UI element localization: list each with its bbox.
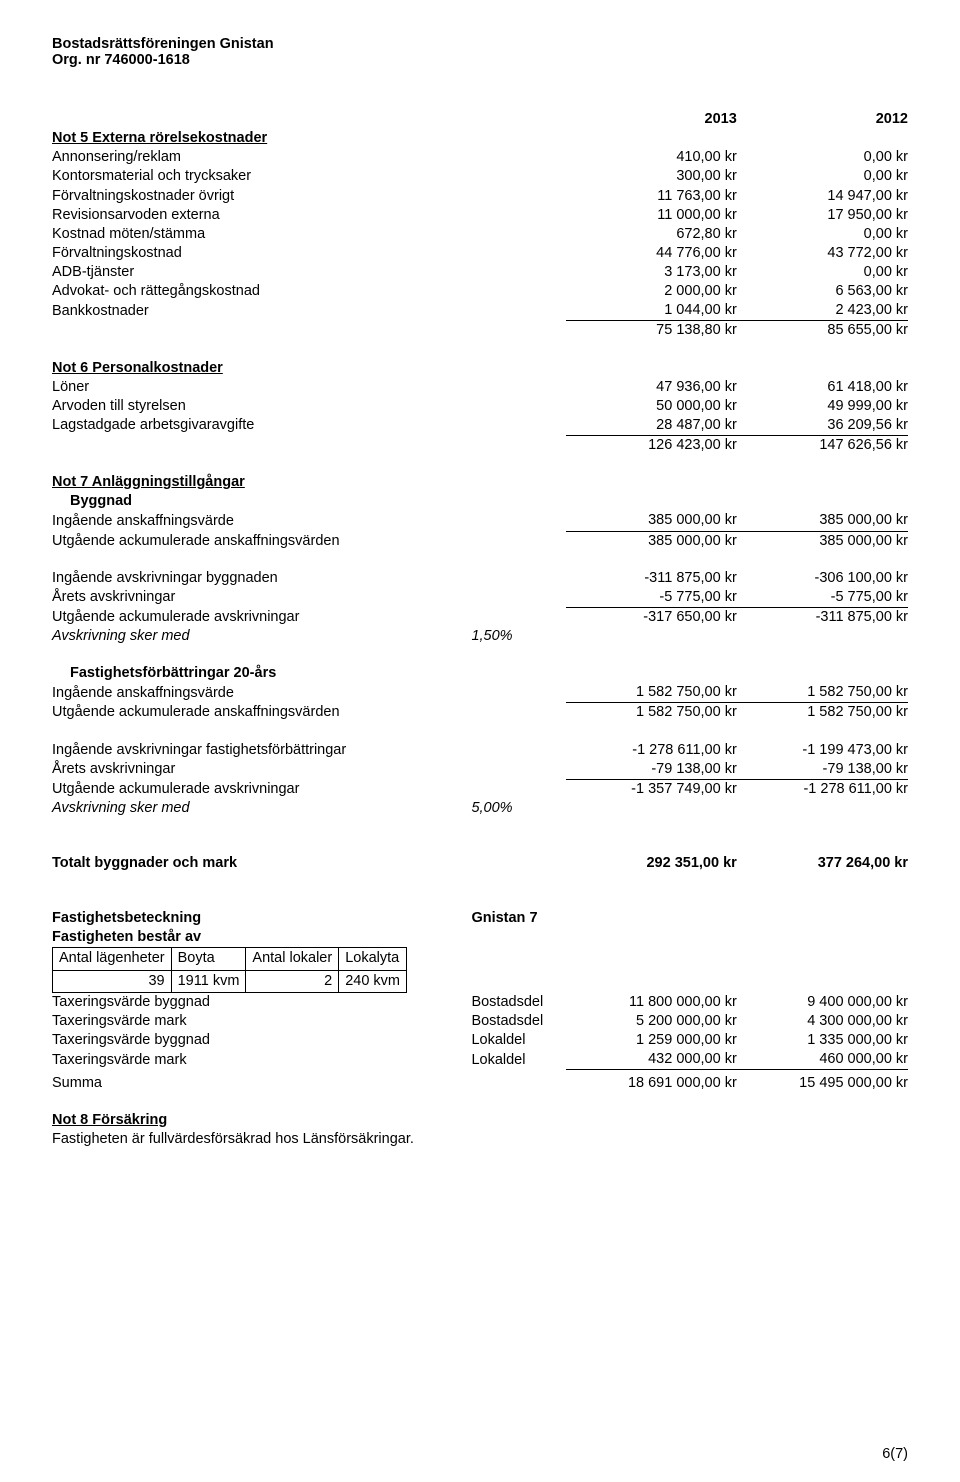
byggnad-sum2-row: Utgående ackumulerade avskrivningar-317 … — [52, 607, 908, 627]
not5-row: Bankkostnader1 044,00 kr2 423,00 kr — [52, 301, 908, 321]
not5-title: Not 5 Externa rörelsekostnader — [52, 129, 471, 148]
not5-row: Kostnad möten/stämma672,80 kr0,00 kr — [52, 225, 908, 244]
year-1: 2013 — [566, 110, 737, 129]
fastighet-bestar-row: Fastigheten består av — [52, 928, 908, 947]
not6-row: Arvoden till styrelsen50 000,00 kr49 999… — [52, 397, 908, 416]
not5-row: Revisionsarvoden externa11 000,00 kr17 9… — [52, 206, 908, 225]
byggnad-subhead-row: Byggnad — [52, 492, 908, 511]
tax-row: Taxeringsvärde markLokaldel432 000,00 kr… — [52, 1050, 908, 1070]
fast-val-0: 39 — [53, 970, 172, 992]
not7-total-row: Totalt byggnader och mark 292 351,00 kr … — [52, 854, 908, 873]
page-number: 6(7) — [882, 1446, 908, 1462]
not7-title: Not 7 Anläggningstillgångar — [52, 473, 471, 492]
byggnad-subheading: Byggnad — [52, 493, 132, 509]
not6-row: Löner47 936,00 kr61 418,00 kr — [52, 378, 908, 397]
fastforb-sum2-row: Utgående ackumulerade avskrivningar-1 35… — [52, 779, 908, 799]
fast-col-0: Antal lägenheter — [53, 948, 172, 970]
document-page: Bostadsrättsföreningen Gnistan Org. nr 7… — [0, 0, 960, 1482]
fastforb-row: Årets avskrivningar-79 138,00 kr-79 138,… — [52, 760, 908, 780]
fast-val-2: 2 — [246, 970, 339, 992]
fastighet-table: Antal lägenheter Boyta Antal lokaler Lok… — [52, 947, 407, 992]
fastforb-row: Ingående avskrivningar fastighetsförbätt… — [52, 741, 908, 760]
fast-col-3: Lokalyta — [339, 948, 407, 970]
byggnad-row: Ingående avskrivningar byggnaden-311 875… — [52, 569, 908, 588]
not5-row: ADB-tjänster3 173,00 kr0,00 kr — [52, 263, 908, 282]
fast-col-1: Boyta — [171, 948, 246, 970]
year-header-row: 2013 2012 — [52, 110, 908, 129]
fast-col-2: Antal lokaler — [246, 948, 339, 970]
year-2: 2012 — [737, 110, 908, 129]
not5-sum-row: 75 138,80 kr85 655,00 kr — [52, 321, 908, 341]
tax-row: Taxeringsvärde byggnadLokaldel1 259 000,… — [52, 1031, 908, 1050]
not7-title-row: Not 7 Anläggningstillgångar — [52, 473, 908, 492]
fastforb-subhead-row: Fastighetsförbättringar 20-års — [52, 664, 908, 683]
byggnad-sum1-row: Utgående ackumulerade anskaffningsvärden… — [52, 531, 908, 551]
fastforb-row: Ingående anskaffningsvärde1 582 750,00 k… — [52, 683, 908, 703]
not5-row: Advokat- och rättegångskostnad2 000,00 k… — [52, 282, 908, 301]
fastforb-deprec-row: Avskrivning sker med 5,00% — [52, 799, 908, 818]
not8-text: Fastigheten är fullvärdesförsäkrad hos L… — [52, 1130, 908, 1149]
tax-row: Taxeringsvärde byggnadBostadsdel11 800 0… — [52, 993, 908, 1012]
fastighet-table-row: Antal lägenheter Boyta Antal lokaler Lok… — [52, 947, 908, 992]
fast-val-1: 1911 kvm — [171, 970, 246, 992]
financial-table: 2013 2012 Not 5 Externa rörelsekostnader… — [52, 110, 908, 1149]
tax-sum-row: Summa18 691 000,00 kr15 495 000,00 kr — [52, 1070, 908, 1093]
byggnad-row: Årets avskrivningar-5 775,00 kr-5 775,00… — [52, 588, 908, 608]
fast-val-3: 240 kvm — [339, 970, 407, 992]
not6-title-row: Not 6 Personalkostnader — [52, 359, 908, 378]
not6-row: Lagstadgade arbetsgivaravgifte28 487,00 … — [52, 416, 908, 436]
not5-row: Annonsering/reklam410,00 kr0,00 kr — [52, 148, 908, 167]
not6-title: Not 6 Personalkostnader — [52, 359, 471, 378]
not5-row: Kontorsmaterial och trycksaker300,00 kr0… — [52, 167, 908, 186]
byggnad-deprec-row: Avskrivning sker med 1,50% — [52, 627, 908, 646]
fastforb-subheading: Fastighetsförbättringar 20-års — [52, 665, 276, 681]
fastforb-sum1-row: Utgående ackumulerade anskaffningsvärden… — [52, 703, 908, 723]
not8-title: Not 8 Försäkring — [52, 1111, 471, 1130]
not5-row: Förvaltningskostnad44 776,00 kr43 772,00… — [52, 244, 908, 263]
not8-text-row: Fastigheten är fullvärdesförsäkrad hos L… — [52, 1130, 908, 1149]
tax-row: Taxeringsvärde markBostadsdel5 200 000,0… — [52, 1012, 908, 1031]
header-org-nr: Org. nr 746000-1618 — [52, 52, 908, 68]
not6-sum-row: 126 423,00 kr147 626,56 kr — [52, 436, 908, 456]
not5-title-row: Not 5 Externa rörelsekostnader — [52, 129, 908, 148]
header-org-name: Bostadsrättsföreningen Gnistan — [52, 36, 908, 52]
not5-row: Förvaltningskostnader övrigt11 763,00 kr… — [52, 187, 908, 206]
byggnad-row: Ingående anskaffningsvärde385 000,00 kr3… — [52, 511, 908, 531]
fastighet-beteckning-row: Fastighetsbeteckning Gnistan 7 — [52, 909, 908, 928]
not8-title-row: Not 8 Försäkring — [52, 1111, 908, 1130]
